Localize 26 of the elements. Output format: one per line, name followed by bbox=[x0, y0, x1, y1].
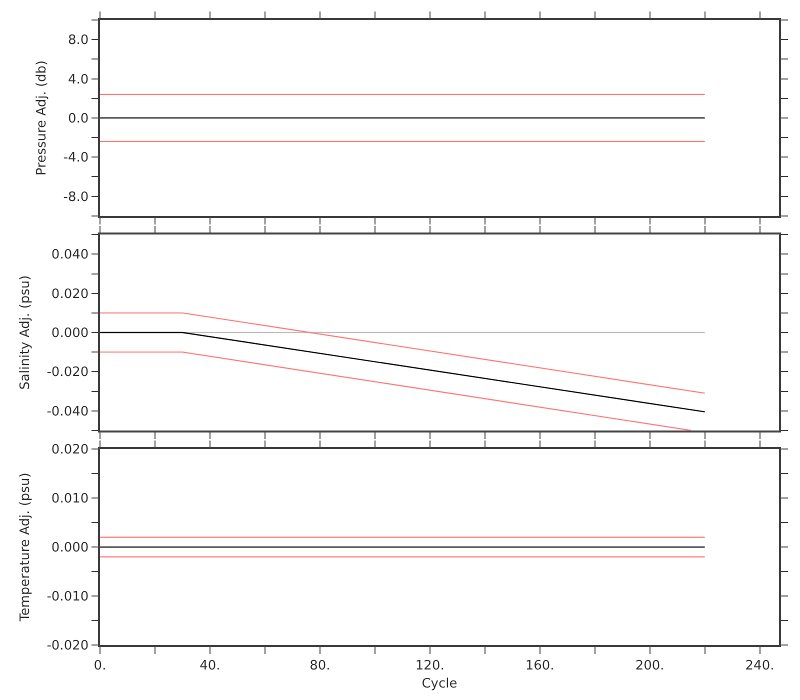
y-tick-label: 0.000 bbox=[51, 326, 89, 342]
x-tick-label: 40. bbox=[200, 658, 220, 674]
x-tick-label: 240. bbox=[745, 658, 774, 674]
y-tick-label: 0.000 bbox=[51, 540, 89, 556]
x-axis-title: Cycle bbox=[422, 676, 458, 692]
y-tick-label: -8.0 bbox=[63, 190, 89, 205]
x-tick-label: 80. bbox=[310, 658, 330, 674]
y-tick-label: -0.040 bbox=[46, 404, 89, 420]
y-tick-label: -0.010 bbox=[46, 590, 89, 605]
y-tick-label: 0.020 bbox=[51, 286, 89, 302]
x-tick-label: 160. bbox=[525, 658, 554, 674]
y-tick-label: 4.0 bbox=[68, 72, 89, 88]
y-tick-label: -0.020 bbox=[46, 365, 89, 380]
y-axis-title: Temperature Adj. (psu) bbox=[18, 472, 34, 622]
y-tick-label: 0.0 bbox=[68, 111, 89, 126]
y-tick-label: -4.0 bbox=[63, 150, 89, 166]
y-tick-label: 8.0 bbox=[68, 33, 89, 48]
x-tick-label: 200. bbox=[635, 658, 664, 674]
y-axis-title: Pressure Adj. (db) bbox=[34, 60, 50, 176]
x-tick-label: 120. bbox=[415, 658, 444, 674]
y-tick-label: 0.040 bbox=[51, 248, 89, 263]
x-tick-label: 0. bbox=[94, 658, 106, 674]
y-axis-title: Salinity Adj. (psu) bbox=[18, 275, 34, 390]
y-tick-label: -0.020 bbox=[46, 638, 89, 654]
y-tick-label: 0.020 bbox=[51, 442, 89, 458]
y-tick-label: 0.010 bbox=[51, 492, 89, 507]
